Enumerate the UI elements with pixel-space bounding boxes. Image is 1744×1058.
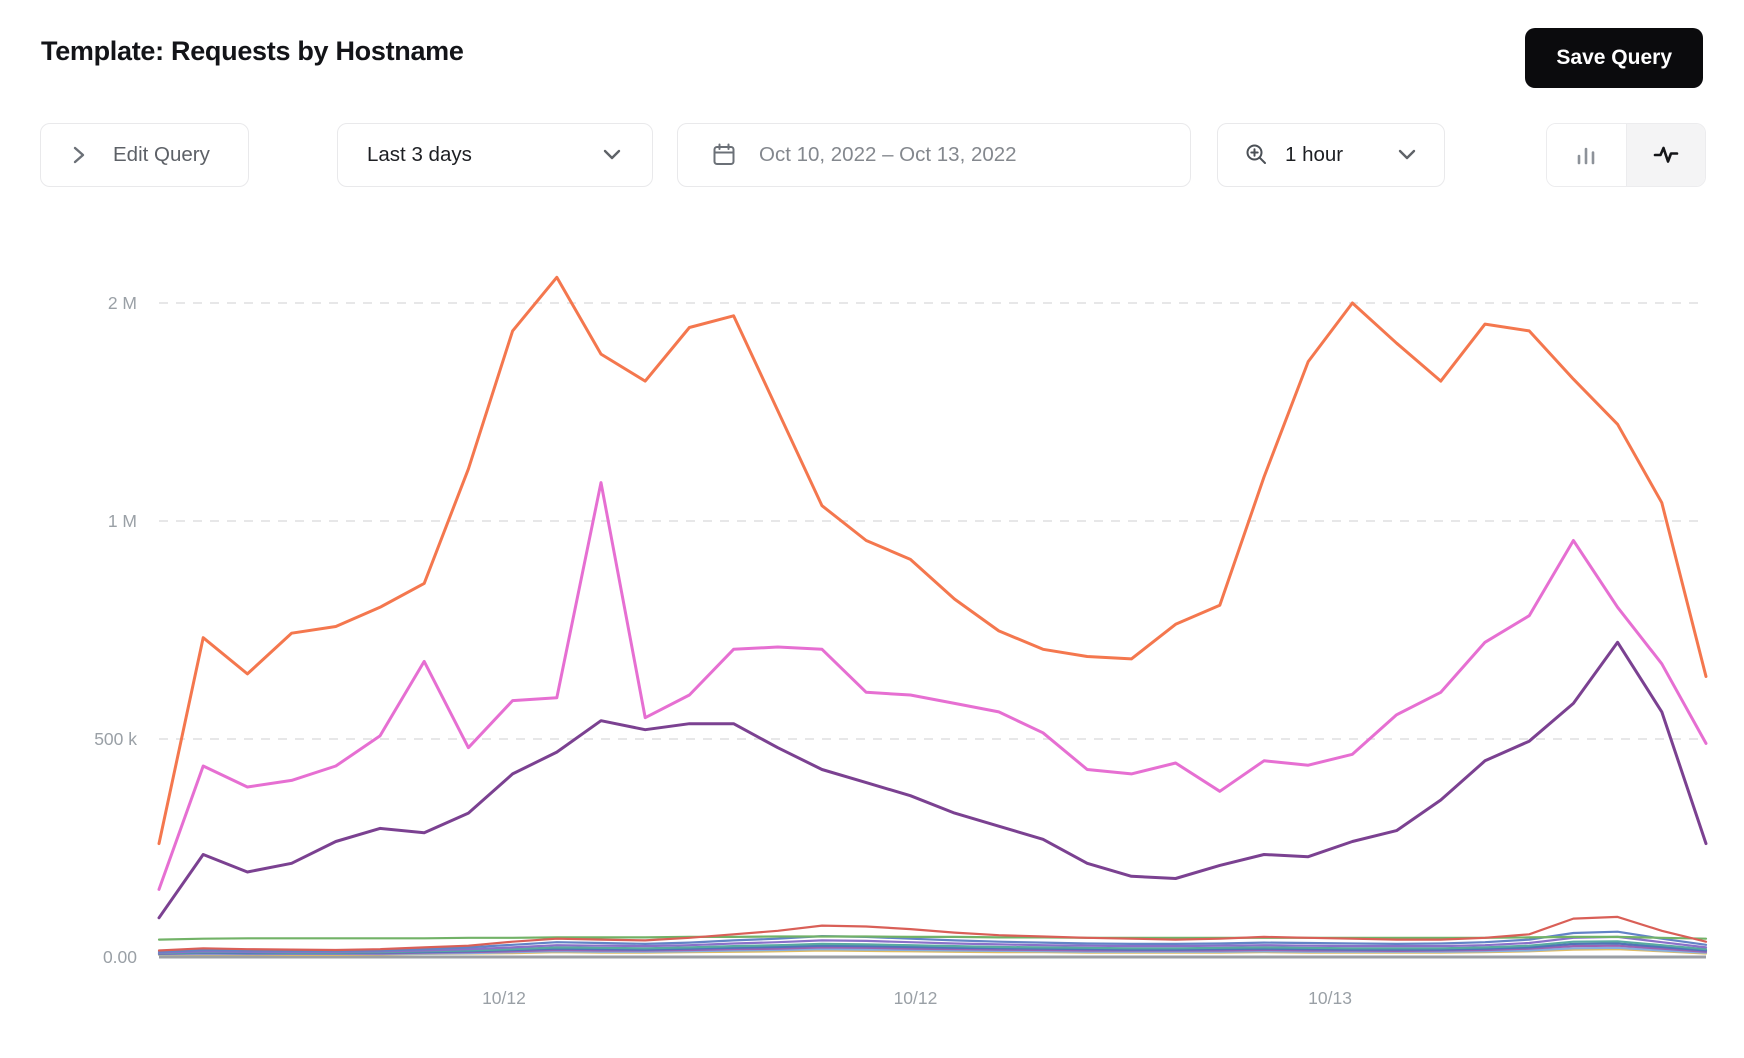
chevron-down-icon	[1396, 148, 1418, 162]
series-line-minor-red	[157, 915, 1708, 952]
series-line-orange	[157, 275, 1708, 846]
chevron-down-icon	[601, 148, 623, 162]
chart-type-bar-button[interactable]	[1547, 124, 1626, 186]
y-tick-label: 1 M	[108, 511, 137, 531]
date-range-picker[interactable]: Oct 10, 2022 – Oct 13, 2022	[677, 123, 1191, 187]
chart-type-line-button[interactable]	[1625, 124, 1705, 186]
interval-dropdown[interactable]: 1 hour	[1217, 123, 1445, 187]
series-line-minor-green	[157, 935, 1708, 941]
y-tick-label: 0.00	[103, 947, 137, 967]
series-line-minor-violet	[157, 935, 1708, 954]
series-line-minor-blue	[157, 930, 1708, 953]
chevron-right-icon	[71, 144, 86, 166]
x-tick-label: 10/13	[1308, 988, 1352, 1008]
line-chart-icon	[1651, 141, 1681, 169]
series-line-magenta	[157, 481, 1708, 891]
time-range-dropdown[interactable]: Last 3 days	[337, 123, 653, 187]
bar-chart-icon	[1572, 141, 1600, 169]
y-tick-label: 500 k	[94, 729, 137, 749]
edit-query-label: Edit Query	[113, 143, 210, 166]
chart-type-toggle	[1546, 123, 1706, 187]
x-tick-label: 10/12	[482, 988, 526, 1008]
zoom-in-icon	[1244, 142, 1270, 168]
edit-query-button[interactable]: Edit Query	[40, 123, 249, 187]
save-query-button[interactable]: Save Query	[1525, 28, 1703, 88]
date-range-label: Oct 10, 2022 – Oct 13, 2022	[759, 143, 1017, 166]
interval-label: 1 hour	[1285, 143, 1344, 166]
series-line-purple	[157, 640, 1708, 920]
calendar-icon	[711, 142, 737, 168]
time-range-label: Last 3 days	[367, 143, 472, 166]
x-tick-label: 10/12	[894, 988, 938, 1008]
y-tick-label: 2 M	[108, 293, 137, 313]
page-title: Template: Requests by Hostname	[41, 36, 464, 66]
